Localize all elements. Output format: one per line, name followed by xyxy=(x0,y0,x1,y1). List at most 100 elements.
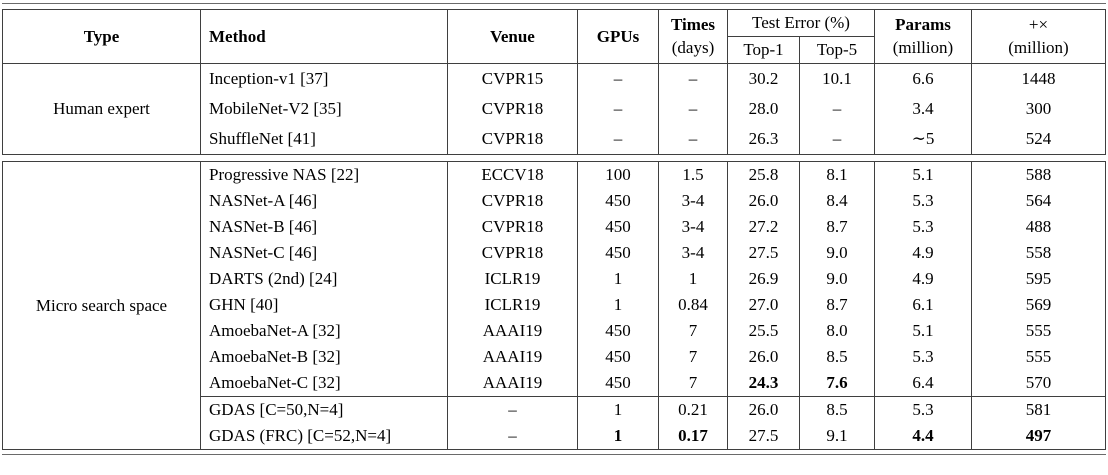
times-cell: 7 xyxy=(658,370,727,397)
results-table: Type Method Venue GPUs Times (days) Test… xyxy=(2,9,1106,450)
gpus-cell: – xyxy=(577,124,658,155)
venue-cell: ECCV18 xyxy=(447,161,577,188)
gpus-cell: 450 xyxy=(577,370,658,397)
method-cell: AmoebaNet-B [32] xyxy=(200,344,447,370)
table-row: ShuffleNet [41] CVPR18 – – 26.3 – ∼5 524 xyxy=(2,124,1106,155)
times-cell: – xyxy=(658,64,727,94)
top1-cell: 27.2 xyxy=(727,214,799,240)
params-cell: 5.3 xyxy=(874,397,971,423)
flops-cell: 588 xyxy=(971,161,1106,188)
top1-cell: 26.0 xyxy=(727,188,799,214)
method-cell: Progressive NAS [22] xyxy=(200,161,447,188)
col-header-test-error: Test Error (%) xyxy=(727,9,874,37)
top1-cell: 28.0 xyxy=(727,94,799,124)
method-cell: AmoebaNet-C [32] xyxy=(200,370,447,397)
gpus-cell: 450 xyxy=(577,318,658,344)
params-cell: 6.1 xyxy=(874,292,971,318)
table-row: GHN [40] ICLR19 1 0.84 27.0 8.7 6.1 569 xyxy=(2,292,1106,318)
table-row: MobileNet-V2 [35] CVPR18 – – 28.0 – 3.4 … xyxy=(2,94,1106,124)
top1-cell: 25.5 xyxy=(727,318,799,344)
top5-cell: 8.4 xyxy=(799,188,874,214)
table-row: DARTS (2nd) [24] ICLR19 1 1 26.9 9.0 4.9… xyxy=(2,266,1106,292)
venue-cell: ICLR19 xyxy=(447,292,577,318)
venue-cell: CVPR18 xyxy=(447,214,577,240)
times-cell: 0.21 xyxy=(658,397,727,423)
top1-cell: 27.5 xyxy=(727,240,799,266)
gpus-cell: 1 xyxy=(577,423,658,450)
top1-cell: 26.0 xyxy=(727,344,799,370)
col-header-top1: Top-1 xyxy=(727,37,799,64)
params-cell: 3.4 xyxy=(874,94,971,124)
top5-cell: 9.0 xyxy=(799,266,874,292)
venue-cell: CVPR18 xyxy=(447,240,577,266)
gpus-cell: 1 xyxy=(577,397,658,423)
venue-cell: – xyxy=(447,423,577,450)
top5-cell: 7.6 xyxy=(799,370,874,397)
times-cell: 1 xyxy=(658,266,727,292)
top5-cell: 8.5 xyxy=(799,397,874,423)
flops-cell: 558 xyxy=(971,240,1106,266)
method-cell: GDAS [C=50,N=4] xyxy=(200,397,447,423)
params-unit: (million) xyxy=(892,37,954,57)
params-cell: 5.1 xyxy=(874,318,971,344)
header-row-2: Top-1 Top-5 xyxy=(2,37,1106,64)
venue-cell: ICLR19 xyxy=(447,266,577,292)
top5-cell: – xyxy=(799,124,874,155)
params-label: Params xyxy=(895,14,951,34)
venue-cell: CVPR15 xyxy=(447,64,577,94)
top1-cell: 25.8 xyxy=(727,161,799,188)
method-cell: NASNet-B [46] xyxy=(200,214,447,240)
times-cell: 3-4 xyxy=(658,214,727,240)
venue-cell: AAAI19 xyxy=(447,370,577,397)
venue-cell: CVPR18 xyxy=(447,188,577,214)
table-row: AmoebaNet-C [32] AAAI19 450 7 24.3 7.6 6… xyxy=(2,370,1106,397)
flops-cell: 570 xyxy=(971,370,1106,397)
bottom-double-rule xyxy=(2,454,1106,455)
times-cell: 3-4 xyxy=(658,240,727,266)
gpus-cell: 450 xyxy=(577,188,658,214)
col-header-method: Method xyxy=(200,9,447,64)
method-cell: Inception-v1 [37] xyxy=(200,64,447,94)
flops-cell: 555 xyxy=(971,344,1106,370)
gpus-cell: 100 xyxy=(577,161,658,188)
venue-cell: – xyxy=(447,397,577,423)
section-human-expert: Human expert Inception-v1 [37] CVPR15 – … xyxy=(2,64,1106,155)
times-cell: – xyxy=(658,94,727,124)
flops-cell: 581 xyxy=(971,397,1106,423)
type-cell: Human expert xyxy=(2,64,200,155)
flops-cell: 564 xyxy=(971,188,1106,214)
times-cell: 0.84 xyxy=(658,292,727,318)
gpus-cell: – xyxy=(577,64,658,94)
top5-cell: 8.1 xyxy=(799,161,874,188)
top5-cell: 8.7 xyxy=(799,292,874,318)
table-row: AmoebaNet-B [32] AAAI19 450 7 26.0 8.5 5… xyxy=(2,344,1106,370)
top1-cell: 27.0 xyxy=(727,292,799,318)
params-cell: 5.3 xyxy=(874,344,971,370)
params-cell: 6.4 xyxy=(874,370,971,397)
flops-unit: (million) xyxy=(1008,37,1069,57)
flops-cell: 488 xyxy=(971,214,1106,240)
table-row: GDAS [C=50,N=4] – 1 0.21 26.0 8.5 5.3 58… xyxy=(2,397,1106,423)
times-cell: 7 xyxy=(658,318,727,344)
gpus-cell: 1 xyxy=(577,292,658,318)
col-header-top5: Top-5 xyxy=(799,37,874,64)
col-header-params: Params (million) xyxy=(874,9,971,64)
top-double-rule xyxy=(2,3,1106,4)
top5-cell: 10.1 xyxy=(799,64,874,94)
header-row-1: Type Method Venue GPUs Times (days) Test… xyxy=(2,9,1106,64)
type-cell: Micro search space xyxy=(2,161,200,450)
table-row: NASNet-A [46] CVPR18 450 3-4 26.0 8.4 5.… xyxy=(2,188,1106,214)
params-cell: 5.3 xyxy=(874,188,971,214)
flops-cell: 300 xyxy=(971,94,1106,124)
flops-label: +× xyxy=(1028,14,1049,34)
method-cell: AmoebaNet-A [32] xyxy=(200,318,447,344)
times-unit: (days) xyxy=(671,37,715,57)
gpus-cell: 450 xyxy=(577,240,658,266)
table-row: AmoebaNet-A [32] AAAI19 450 7 25.5 8.0 5… xyxy=(2,318,1106,344)
top1-cell: 26.0 xyxy=(727,397,799,423)
top5-cell: 8.5 xyxy=(799,344,874,370)
table-row: Human expert Inception-v1 [37] CVPR15 – … xyxy=(2,64,1106,155)
params-cell: 4.4 xyxy=(874,423,971,450)
gpus-cell: 1 xyxy=(577,266,658,292)
